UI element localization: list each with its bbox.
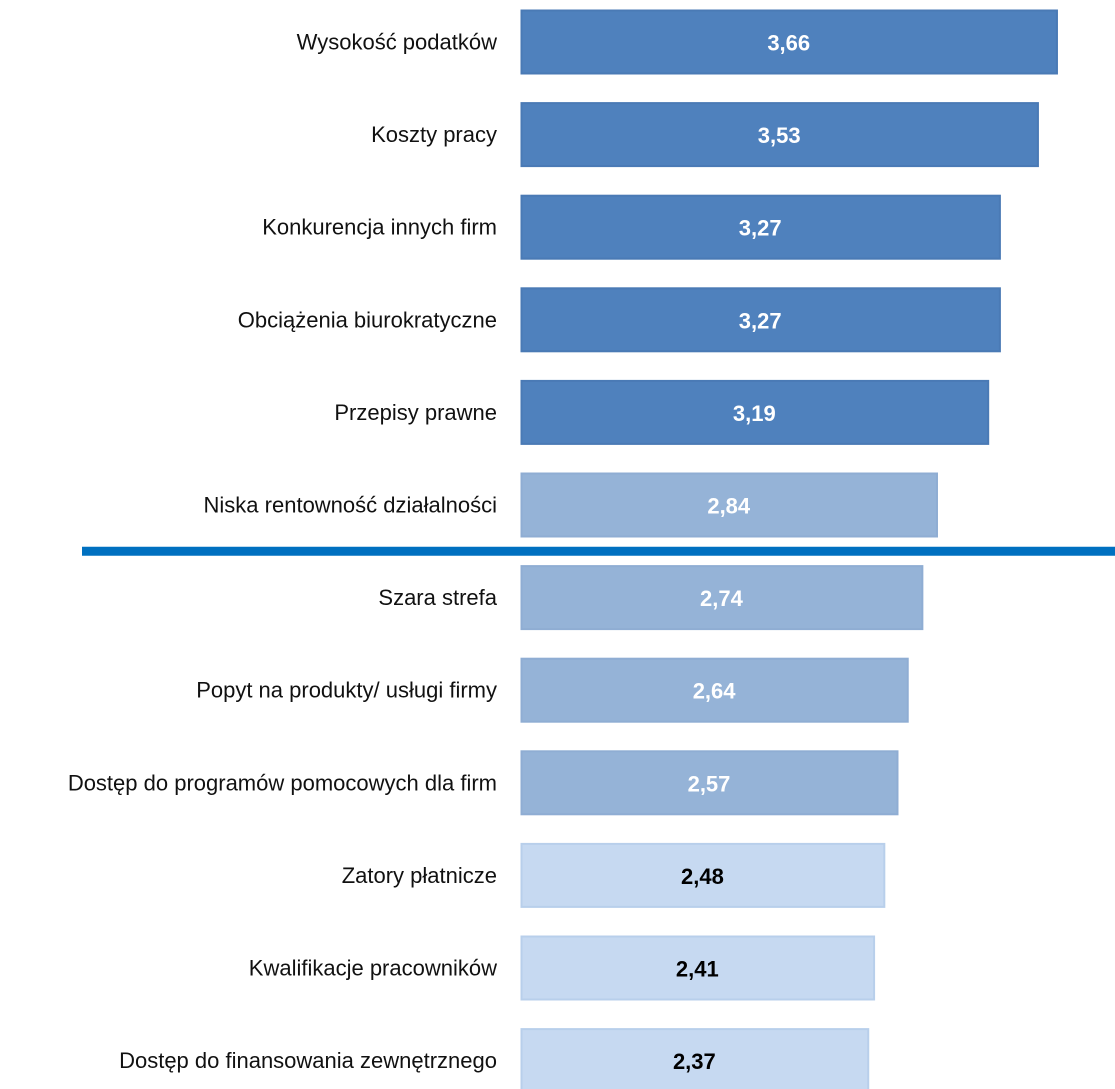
bar	[520, 194, 1001, 260]
bar	[520, 935, 876, 1001]
bar	[520, 287, 1001, 353]
data-label: 2,74	[700, 586, 744, 611]
data-label: 3,27	[739, 216, 782, 241]
category-label: Obciążenia biurokratyczne	[238, 307, 497, 332]
category-label: Konkurencja innych firm	[262, 215, 497, 240]
bar	[520, 472, 938, 538]
category-label: Koszty pracy	[371, 122, 497, 147]
bar	[520, 1028, 870, 1089]
category-label: Dostęp do finansowania zewnętrznego	[119, 1048, 497, 1073]
category-labels: Wysokość podatków Koszty pracy Konkurencja…	[68, 30, 498, 1074]
bar	[520, 565, 924, 631]
category-label: Szara strefa	[378, 585, 497, 610]
bar	[520, 102, 1039, 168]
category-label: Wysokość podatków	[297, 30, 497, 55]
data-label: 2,48	[681, 864, 724, 889]
data-label: 2,37	[673, 1049, 716, 1074]
data-label: 2,84	[707, 494, 751, 519]
data-label: 3,66	[767, 31, 810, 56]
value-labels: 3,66 3,53 3,27 3,27 3,19 2,84 2,74 2,64 2,57 2,48…	[673, 31, 810, 1075]
category-label: Przepisy prawne	[334, 400, 497, 425]
category-label: Popyt na produkty/ usługi firmy	[196, 678, 497, 703]
data-label: 3,53	[758, 123, 801, 148]
data-label: 2,41	[676, 957, 719, 982]
data-label: 3,19	[733, 401, 776, 426]
data-label: 3,27	[739, 308, 782, 333]
category-label: Niska rentowność działalności	[204, 493, 497, 518]
category-label: Kwalifikacje pracowników	[249, 956, 497, 981]
data-label: 2,64	[693, 679, 737, 704]
bar	[520, 657, 909, 723]
category-label: Dostęp do programów pomocowych dla firm	[68, 770, 497, 795]
bars	[520, 9, 1058, 1089]
bar	[520, 379, 990, 445]
bar	[520, 750, 899, 816]
category-label: Zatory płatnicze	[342, 863, 497, 888]
bar	[520, 842, 886, 908]
data-label: 2,57	[688, 771, 731, 796]
bar	[520, 9, 1058, 75]
